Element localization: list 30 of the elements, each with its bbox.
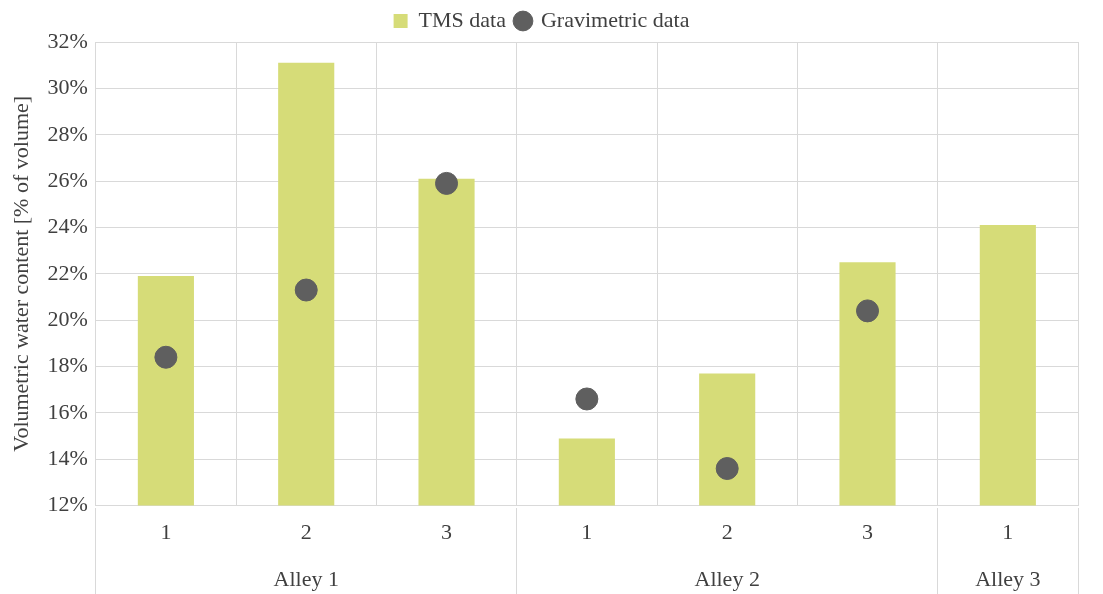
text: Alley 2 (694, 565, 760, 591)
y-tick-label: 26% (47, 166, 88, 192)
x-tick-label: 1 (1002, 518, 1014, 544)
x-tick-label: 3 (441, 518, 453, 544)
y-axis-title: Volumetric water content [% of volume] (7, 95, 33, 452)
point (715, 457, 739, 481)
point (575, 387, 599, 411)
point (154, 345, 178, 369)
x-tick-label: 2 (300, 518, 312, 544)
x-tick-label: 2 (721, 518, 733, 544)
point (856, 299, 880, 323)
y-tick-label: 22% (47, 259, 88, 285)
x-tick-label: 1 (581, 518, 593, 544)
y-tick-label: 20% (47, 305, 88, 331)
y-tick-label: 12% (47, 491, 88, 517)
y-tick-label: 30% (47, 74, 88, 100)
y-tick-label: 14% (47, 445, 88, 471)
y-tick-label: 28% (47, 120, 88, 146)
y-tick-label: 32% (47, 27, 88, 53)
x-tick-label: 1 (160, 518, 172, 544)
x-tick-label: 3 (862, 518, 874, 544)
text: Alley 3 (975, 565, 1041, 591)
y-tick-label: 18% (47, 352, 88, 378)
y-tick-label: 16% (47, 398, 88, 424)
y-tick-label: 24% (47, 213, 88, 239)
point (435, 171, 459, 195)
point (294, 278, 318, 302)
legend-label: Gravimetric data (540, 6, 690, 32)
text: Alley 1 (273, 565, 339, 591)
legend-label: TMS data (418, 6, 507, 32)
